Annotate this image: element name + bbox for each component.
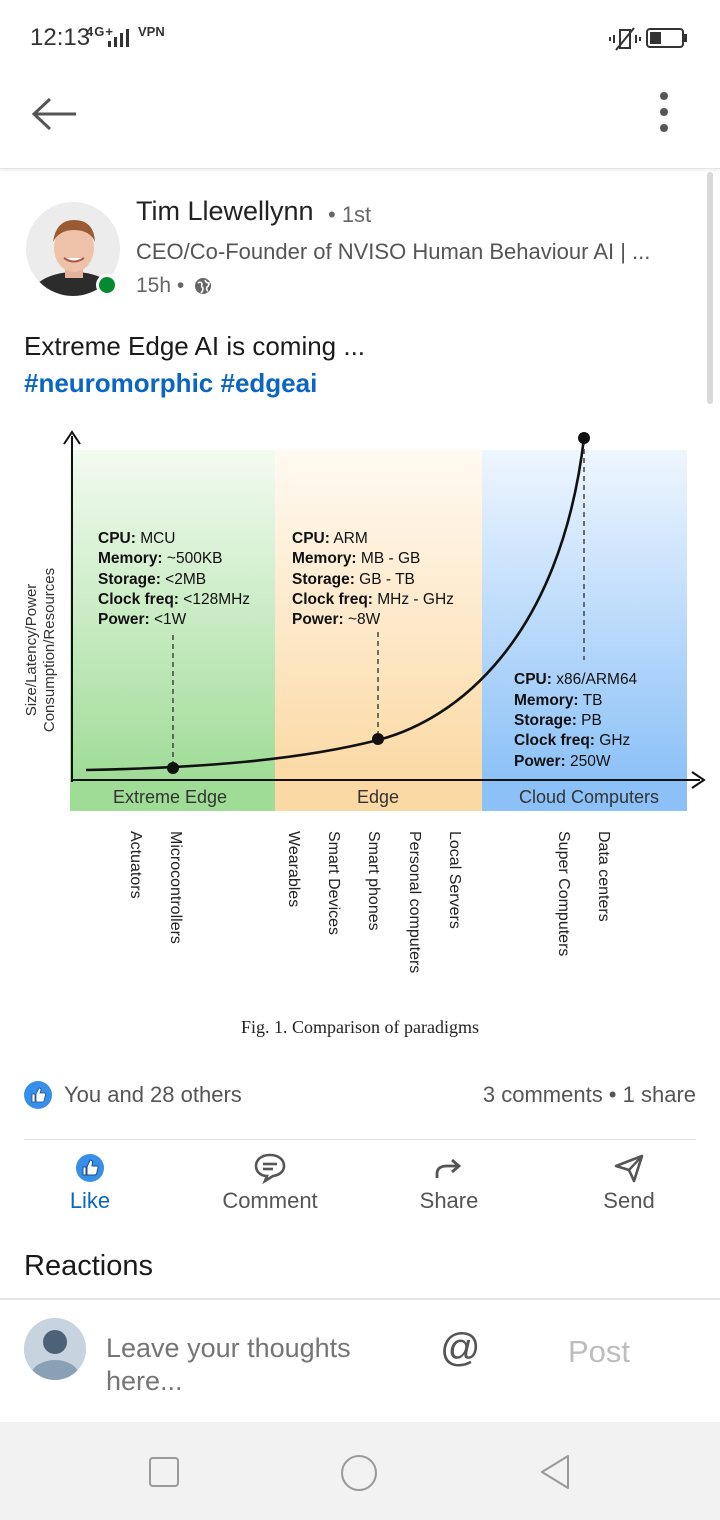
kebab-menu-icon[interactable] bbox=[652, 88, 676, 138]
send-icon bbox=[614, 1154, 644, 1183]
likes-count[interactable]: You and 28 others bbox=[64, 1082, 242, 1107]
scrollbar[interactable] bbox=[707, 172, 713, 404]
zone-label: Extreme Edge bbox=[113, 787, 227, 807]
hashtag-link[interactable]: #edgeai bbox=[220, 368, 318, 398]
curve-point bbox=[167, 762, 179, 774]
like-label: Like bbox=[69, 1188, 111, 1213]
device-label: Personal computers bbox=[406, 831, 423, 973]
y-axis-arrow bbox=[63, 430, 81, 445]
zone-cloud-band bbox=[482, 782, 687, 811]
comments-shares-count[interactable]: 3 comments • 1 share bbox=[482, 1082, 696, 1107]
app-bar bbox=[0, 78, 720, 169]
send-button[interactable]: Send bbox=[569, 1152, 689, 1224]
device-label: Actuators bbox=[127, 831, 144, 899]
device-labels: Actuators Microcontrollers Wearables Sma… bbox=[127, 831, 612, 973]
svg-text:Clock freq: MHz - GHz: Clock freq: MHz - GHz bbox=[292, 591, 454, 608]
system-nav-bar bbox=[0, 1422, 720, 1520]
device-label: Local Servers bbox=[446, 831, 463, 929]
spec-block-edge: CPU: ARM Memory: MB - GB Storage: GB - T… bbox=[292, 530, 454, 628]
figure-caption: Fig. 1. Comparison of paradigms bbox=[241, 1017, 479, 1037]
connection-degree: • 1st bbox=[328, 202, 372, 227]
author-name[interactable]: Tim Llewellynn bbox=[136, 196, 314, 226]
y-axis-label: Consumption/Resources bbox=[41, 568, 58, 732]
battery-icon bbox=[646, 28, 687, 48]
signal-icon bbox=[108, 29, 129, 47]
post-text: Extreme Edge AI is coming ... bbox=[24, 331, 366, 361]
spec-block-cloud: CPU: x86/ARM64 Memory: TB Storage: PB Cl… bbox=[514, 671, 638, 770]
svg-text:Power: <1W: Power: <1W bbox=[98, 611, 187, 628]
zone-label: Cloud Computers bbox=[519, 787, 659, 807]
post-time-text: 15h • bbox=[136, 274, 185, 297]
spec-block-extreme-edge: CPU: MCU Memory: ~500KB Storage: <2MB Cl… bbox=[98, 530, 250, 628]
status-time: 12:13 bbox=[30, 24, 91, 51]
arrow-left-icon[interactable] bbox=[30, 94, 80, 134]
device-label: Smart Devices bbox=[325, 831, 342, 935]
zone-edge-band bbox=[275, 782, 482, 811]
svg-text:Power: ~8W: Power: ~8W bbox=[292, 611, 381, 628]
device-label: Wearables bbox=[285, 831, 302, 907]
svg-text:Storage: PB: Storage: PB bbox=[514, 712, 602, 729]
hashtag-link[interactable]: #neuromorphic bbox=[24, 368, 214, 398]
home-circle-icon[interactable] bbox=[340, 1454, 378, 1492]
post-time: 15h • bbox=[136, 274, 212, 298]
device-label: Microcontrollers bbox=[167, 831, 184, 944]
svg-text:Memory: TB: Memory: TB bbox=[514, 692, 602, 709]
svg-text:Storage: <2MB: Storage: <2MB bbox=[98, 571, 206, 588]
globe-icon bbox=[195, 278, 212, 294]
vibrate-icon bbox=[609, 27, 641, 51]
x-axis-arrow bbox=[691, 771, 706, 789]
comment-icon bbox=[254, 1153, 286, 1184]
recents-square-icon[interactable] bbox=[148, 1456, 180, 1488]
online-status-dot bbox=[96, 274, 118, 296]
send-label: Send bbox=[603, 1188, 655, 1213]
share-arrow-icon bbox=[435, 1158, 462, 1178]
device-label: Smart phones bbox=[365, 831, 382, 931]
mention-button[interactable]: @ bbox=[440, 1326, 481, 1370]
svg-text:CPU: ARM: CPU: ARM bbox=[292, 530, 368, 547]
svg-text:Memory: MB - GB: Memory: MB - GB bbox=[292, 550, 420, 567]
svg-text:Clock freq: <128MHz: Clock freq: <128MHz bbox=[98, 591, 250, 608]
thumbs-up-icon bbox=[76, 1154, 104, 1182]
svg-text:Clock freq: GHz: Clock freq: GHz bbox=[514, 732, 630, 749]
author-avatar[interactable] bbox=[26, 202, 120, 296]
svg-text:CPU: MCU: CPU: MCU bbox=[98, 530, 176, 547]
share-button[interactable]: Share bbox=[389, 1152, 509, 1224]
like-reaction-icon bbox=[24, 1081, 52, 1109]
comment-button[interactable]: Comment bbox=[210, 1152, 330, 1224]
author-headline: CEO/Co-Founder of NVISO Human Behaviour … bbox=[136, 239, 651, 264]
svg-text:Storage: GB - TB: Storage: GB - TB bbox=[292, 571, 415, 588]
svg-text:Power: 250W: Power: 250W bbox=[514, 753, 611, 770]
post-image-figure[interactable]: Extreme Edge Edge Cloud Computers Size/L… bbox=[0, 420, 720, 1050]
hashtags: #neuromorphic #edgeai bbox=[24, 368, 317, 399]
like-button[interactable]: Like bbox=[30, 1152, 150, 1224]
vpn-indicator: VPN bbox=[138, 24, 165, 39]
comment-input[interactable] bbox=[104, 1330, 398, 1400]
user-avatar bbox=[24, 1318, 86, 1380]
svg-text:Memory: ~500KB: Memory: ~500KB bbox=[98, 550, 223, 567]
curve-point bbox=[578, 432, 590, 444]
share-label: Share bbox=[419, 1188, 479, 1213]
curve-point bbox=[372, 733, 384, 745]
device-label: Super Computers bbox=[555, 831, 572, 956]
y-axis-label: Size/Latency/Power bbox=[23, 584, 40, 717]
status-bar: 12:13 4G+ VPN bbox=[0, 0, 720, 78]
reactions-heading: Reactions bbox=[24, 1250, 153, 1282]
network-type: 4G+ bbox=[86, 24, 114, 39]
zone-label: Edge bbox=[357, 787, 399, 807]
comment-label: Comment bbox=[222, 1188, 318, 1213]
post-comment-button[interactable]: Post bbox=[568, 1334, 631, 1369]
device-label: Data centers bbox=[595, 831, 612, 922]
divider bbox=[24, 1139, 696, 1140]
svg-text:CPU: x86/ARM64: CPU: x86/ARM64 bbox=[514, 671, 638, 688]
social-counts: You and 28 others 3 comments • 1 share bbox=[24, 1078, 696, 1114]
back-triangle-icon[interactable] bbox=[538, 1453, 572, 1491]
zone-extreme-edge-band bbox=[70, 782, 275, 811]
